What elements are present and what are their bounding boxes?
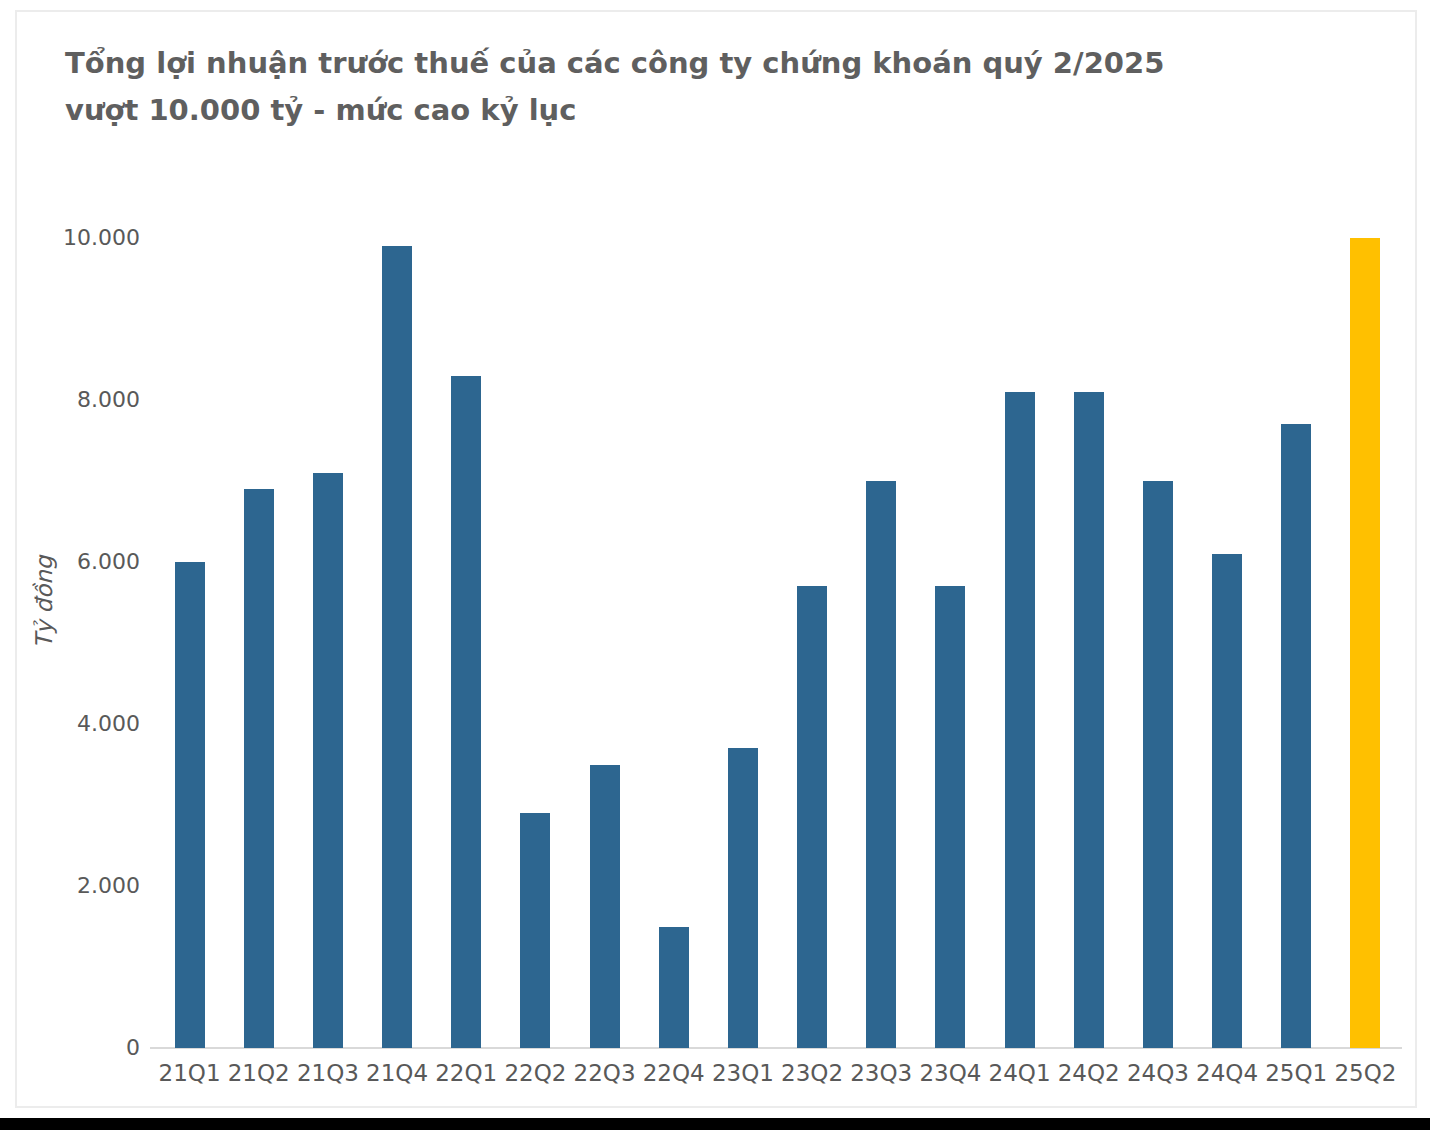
- y-tick-label-0: 0: [45, 1033, 140, 1063]
- footer-bar: [0, 1118, 1430, 1130]
- bar-25q2: [1350, 238, 1380, 1048]
- bar-23q1: [728, 748, 758, 1048]
- plot-area: Tỷ đồng 02.0004.0006.0008.00010.00021Q12…: [0, 0, 1430, 1130]
- bar-23q3: [866, 481, 896, 1048]
- bar-22q3: [590, 765, 620, 1049]
- bar-21q4: [382, 246, 412, 1048]
- y-tick-label-6.000: 6.000: [45, 547, 140, 577]
- bar-21q1: [175, 562, 205, 1048]
- bar-24q2: [1074, 392, 1104, 1048]
- y-tick-label-4.000: 4.000: [45, 709, 140, 739]
- bar-22q4: [659, 927, 689, 1049]
- bar-23q2: [797, 586, 827, 1048]
- bar-22q1: [451, 376, 481, 1048]
- bar-23q4: [935, 586, 965, 1048]
- bar-22q2: [520, 813, 550, 1048]
- bar-21q3: [313, 473, 343, 1048]
- bar-24q3: [1143, 481, 1173, 1048]
- bar-21q2: [244, 489, 274, 1048]
- y-tick-label-8.000: 8.000: [45, 385, 140, 415]
- bar-25q1: [1281, 424, 1311, 1048]
- x-tick-label-25q2: 25Q2: [1320, 1058, 1410, 1088]
- bar-24q4: [1212, 554, 1242, 1048]
- y-tick-label-10.000: 10.000: [45, 223, 140, 253]
- bar-24q1: [1005, 392, 1035, 1048]
- y-tick-label-2.000: 2.000: [45, 871, 140, 901]
